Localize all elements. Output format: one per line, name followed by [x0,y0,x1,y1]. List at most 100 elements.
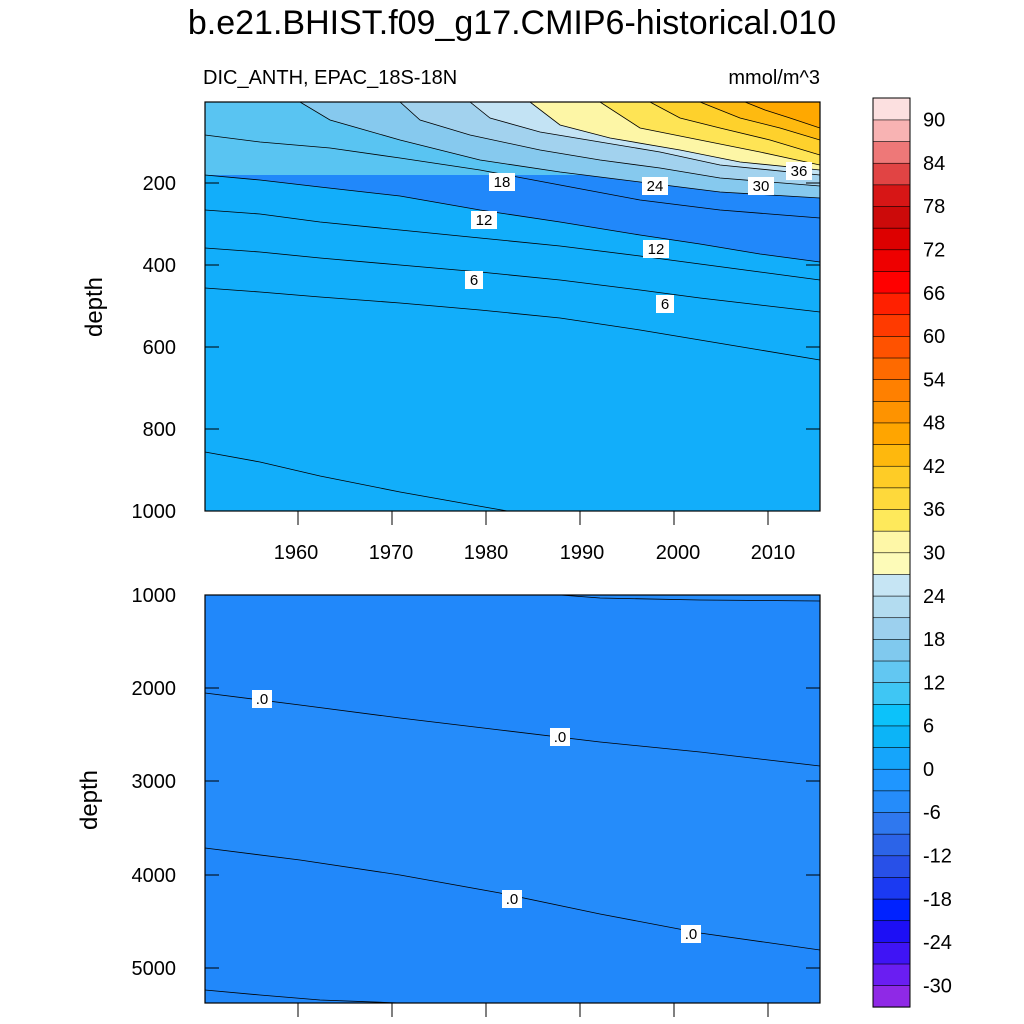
contour-label: 12 [648,241,665,258]
colorbar-boxes [872,97,911,1008]
colorbar-box [872,508,911,532]
contour-label: .0 [506,891,519,908]
upper-panel: DIC_ANTH, EPAC_18S-18N mmol/m^3 [81,67,821,564]
y-tick-label: 2000 [132,678,177,700]
band-9 [205,175,820,511]
x-tick-label: 1980 [464,542,509,564]
upper-y-axis-label: depth [81,277,108,337]
contour-line [205,174,820,263]
contour-line [205,451,510,511]
contour-label: .0 [554,729,567,746]
contour-line [469,102,820,176]
colorbar-box [872,119,911,142]
colorbar-box [872,97,911,121]
upper-x-tick-labels: 1960 1970 1980 1990 2000 2010 [274,542,796,564]
colorbar-box [872,335,911,359]
band-27 [470,102,820,175]
colorbar-box [872,682,911,705]
upper-panel-units: mmol/m^3 [728,67,820,89]
colorbar-box [872,140,911,164]
colorbar-box [872,487,911,510]
upper-contour-lines [205,102,820,511]
contour-line [205,287,820,361]
y-tick-label: 600 [143,337,176,359]
contour-line [205,209,820,281]
lower-y-tick-labels: 1000 2000 3000 4000 5000 [132,585,177,980]
colorbar-label: 60 [923,326,945,348]
contour-label: .0 [685,926,698,943]
figure-title: b.e21.BHIST.f09_g17.CMIP6-historical.010 [187,4,837,42]
colorbar-label: 18 [923,629,945,651]
lower-contour-labels: .0 .0 .0 .0 [252,690,701,943]
colorbar-box [872,292,911,316]
colorbar-box [872,638,911,662]
contour-line [399,102,820,187]
contour-line [699,102,820,141]
contour-label: 30 [753,178,770,195]
colorbar-box [872,811,911,835]
colorbar-label: -12 [923,846,952,868]
upper-plot-frame [204,101,821,512]
colorbar-label: 30 [923,543,945,565]
upper-contour-labels: 18 24 30 36 12 12 6 6 [465,162,812,313]
colorbar-label: 66 [923,283,945,305]
colorbar-label: 54 [923,369,945,391]
colorbar-label: 90 [923,110,945,132]
x-tick-label: 1990 [560,542,605,564]
colorbar-box [872,443,911,467]
lower-panel: .0 .0 .0 .0 1000 2000 3000 4000 5000 dep… [76,585,821,1017]
colorbar-label: -18 [923,889,952,911]
colorbar-box [872,465,911,489]
y-tick-label: 200 [143,173,176,195]
colorbar-box [872,898,911,922]
contour-label: 6 [661,296,669,313]
colorbar-box [872,790,911,813]
contour-label: 6 [470,272,478,289]
colorbar-box [872,985,911,1008]
colorbar-box [872,400,911,424]
colorbar-box [872,660,911,683]
y-tick-label: 1000 [132,501,177,523]
upper-axis-ticks [205,182,820,525]
contour-line [559,595,820,602]
colorbar-box [872,725,911,748]
colorbar-box [872,249,911,272]
x-tick-label: 2010 [751,542,796,564]
colorbar-box [872,552,911,575]
colorbar-label: 78 [923,196,945,218]
colorbar-label: -24 [923,932,952,954]
contour-line [744,102,820,129]
band-below-zero-deep [205,848,820,1003]
x-tick-label: 1970 [369,542,414,564]
contour-label: 12 [476,212,493,229]
colorbar-box [872,162,911,186]
colorbar-box [872,184,911,207]
colorbar-box [872,833,911,857]
colorbar-box [872,941,911,965]
colorbar: 908478726660544842363024181260-6-12-18-2… [872,97,952,1008]
colorbar-box [872,205,911,229]
colorbar-labels: 908478726660544842363024181260-6-12-18-2… [923,110,952,998]
contour-label: 36 [791,163,808,180]
contour-line [599,102,820,166]
colorbar-box [872,573,911,597]
y-tick-label: 3000 [132,771,177,793]
colorbar-box [872,314,911,337]
colorbar-frame [872,97,911,1008]
contour-line [205,134,820,219]
upper-panel-subtitle: DIC_ANTH, EPAC_18S-18N [203,67,457,89]
colorbar-box [872,270,911,294]
colorbar-box [872,703,911,727]
colorbar-label: 84 [923,153,945,175]
colorbar-box [872,227,911,251]
contour-label: .0 [256,691,269,708]
colorbar-box [872,530,911,554]
y-tick-label: 400 [143,255,176,277]
y-tick-label: 800 [143,419,176,441]
x-tick-label: 2000 [656,542,701,564]
contour-line [529,102,820,171]
lower-contour-fill [205,595,820,1003]
colorbar-label: 48 [923,413,945,435]
contour-line [205,989,401,1003]
